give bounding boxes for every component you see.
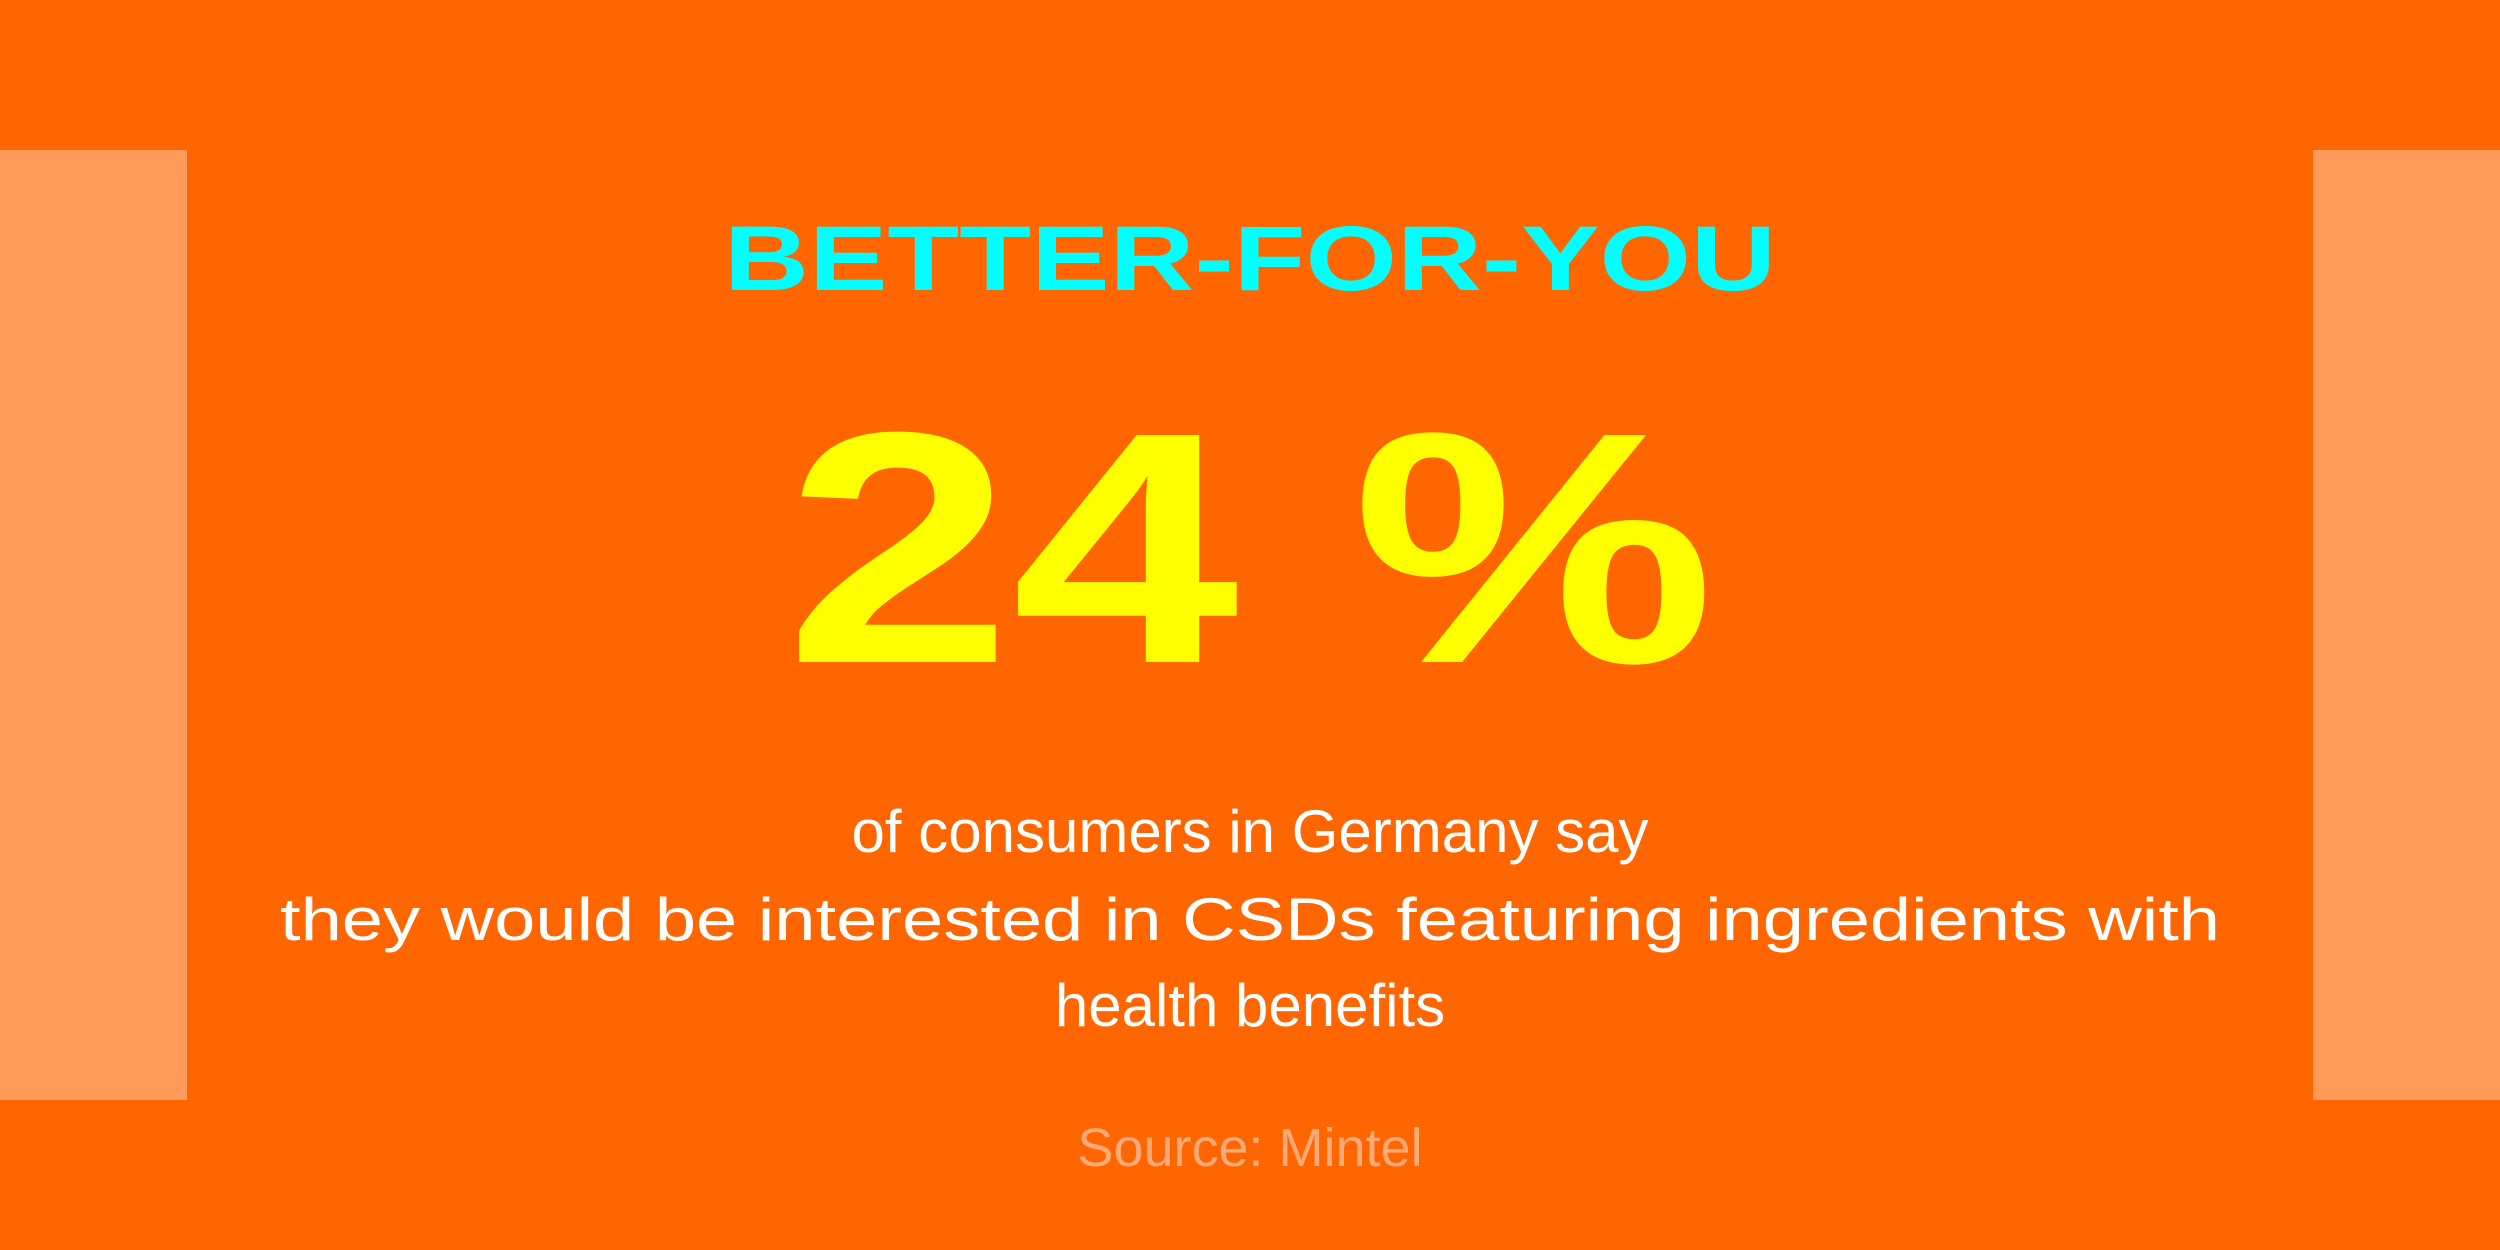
description-line: health benefits (1055, 972, 1445, 1039)
description-line: they would be interested in CSDs featuri… (280, 886, 2220, 953)
stat-value: 24 % (785, 363, 1715, 732)
title: BETTER-FOR-YOU (724, 208, 1776, 310)
side-panel-left (0, 150, 187, 1100)
description-line: of consumers in Germany say (852, 798, 1649, 865)
source: Source: Mintel (1077, 1118, 1422, 1178)
side-panel-right (2313, 150, 2500, 1100)
